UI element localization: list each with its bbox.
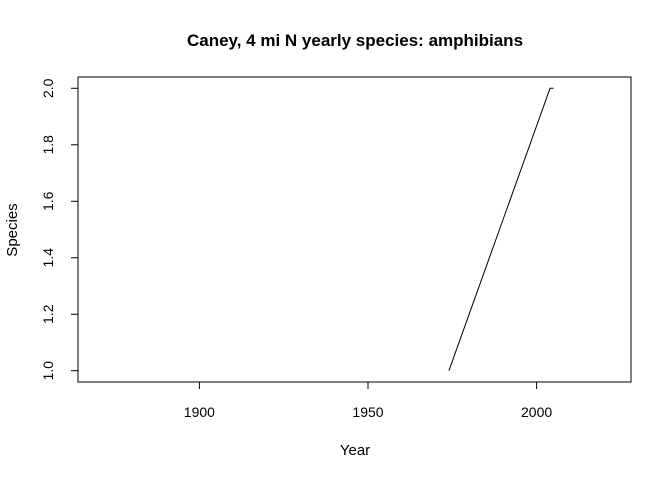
y-tick-label: 1.0	[40, 361, 56, 381]
series-layer	[448, 87, 554, 371]
y-tick-label: 1.4	[40, 248, 56, 268]
y-tick-label: 1.8	[40, 135, 56, 155]
x-tick-label: 2000	[521, 404, 552, 420]
x-axis: 1900 1950 2000	[184, 381, 552, 420]
x-axis-label: Year	[340, 442, 370, 459]
series-line	[448, 87, 554, 371]
y-tick-label: 2.0	[40, 78, 56, 98]
plot-frame	[77, 76, 632, 383]
y-axis-label: Species	[4, 203, 21, 256]
x-tick-label: 1950	[352, 404, 383, 420]
y-tick-label: 1.6	[40, 191, 56, 211]
chart-title: Caney, 4 mi N yearly species: amphibians	[187, 31, 523, 50]
x-tick-label: 1900	[184, 404, 215, 420]
y-tick-label: 1.2	[40, 304, 56, 324]
y-axis: 1.0 1.2 1.4 1.6 1.8 2.0	[40, 78, 79, 381]
